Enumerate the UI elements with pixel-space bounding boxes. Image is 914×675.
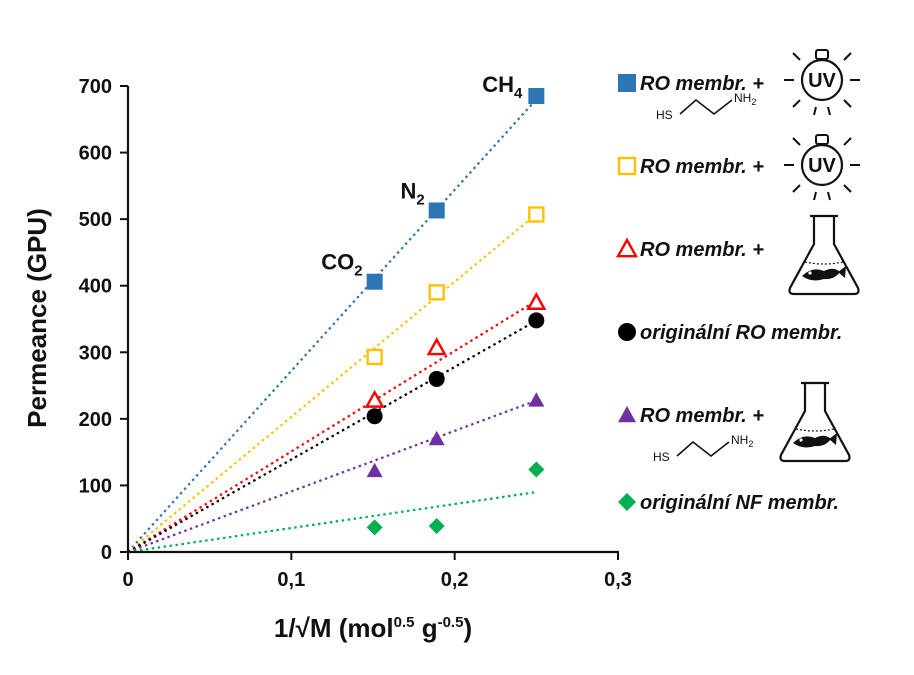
x-axis-title-mid: g <box>414 613 437 643</box>
gas-label-sub: 2 <box>354 263 362 280</box>
x-tick-label: 0,3 <box>604 569 632 591</box>
gas-label: N2 <box>400 178 424 208</box>
legend-marker <box>618 323 636 341</box>
x-tick-label: 0 <box>122 569 133 591</box>
flask-icon <box>788 214 860 296</box>
data-points <box>364 87 547 536</box>
data-point <box>528 87 545 104</box>
nh-main: NH <box>734 91 751 105</box>
legend-item: RO membr. + UV HS NH2 <box>618 48 862 122</box>
legend-marker <box>615 237 639 258</box>
thiol-structure: HS NH2 <box>653 433 753 464</box>
gas-label-main: CO <box>321 250 354 275</box>
gas-label: CH4 <box>482 72 523 102</box>
gas-label: CO2 <box>321 250 362 280</box>
fit-line <box>127 98 538 553</box>
y-tick-label: 300 <box>79 342 112 364</box>
flask-glyph <box>779 381 851 463</box>
fit-line <box>127 490 537 554</box>
data-point <box>366 462 383 478</box>
legend-item: originální NF membr. <box>618 492 839 514</box>
data-point <box>428 518 445 535</box>
x-axis-title-end: ) <box>463 613 472 643</box>
nh-main: NH <box>731 433 748 447</box>
y-tick-label: 600 <box>79 143 112 165</box>
thiol-hs-label: HS <box>656 108 673 122</box>
x-axis-title: 1/√M (mol0.5 g-0.5) <box>274 613 472 643</box>
nh-sub: 2 <box>751 97 756 107</box>
data-point <box>366 408 383 425</box>
data-point <box>364 389 385 408</box>
fit-line <box>127 299 537 553</box>
y-tick-label: 0 <box>101 542 112 564</box>
data-point <box>528 461 545 478</box>
x-axis-title-main: 1/√M (mol <box>274 613 394 643</box>
legend-marker <box>618 493 636 511</box>
legend-marker <box>617 156 637 176</box>
legend-label: RO membr. + <box>640 156 764 178</box>
uv-lamp-label: UV <box>808 70 836 92</box>
data-point <box>366 348 383 366</box>
axes <box>126 86 619 554</box>
thiol-hs-label: HS <box>653 450 670 464</box>
uv-lamp-icon: UV <box>782 133 862 202</box>
flask-icon <box>779 381 851 463</box>
y-tick-label: 400 <box>79 276 112 298</box>
thiol-nh2-label: NH2 <box>731 433 753 449</box>
y-axis-ticks: 0 100 200 300 400 500 600 700 <box>79 76 128 564</box>
legend-label: originální RO membr. <box>640 322 842 344</box>
legend-label: RO membr. + <box>640 73 764 95</box>
data-point <box>426 337 447 356</box>
thiol-bonds <box>679 99 733 115</box>
data-point <box>366 273 383 290</box>
legend-item: RO membr. + UV <box>617 133 862 202</box>
gas-label-sub: 2 <box>416 191 424 208</box>
data-point <box>526 291 547 310</box>
thiol-bonds <box>676 441 730 457</box>
data-point <box>428 430 445 446</box>
legend-marker <box>618 406 636 423</box>
legend-label: originální NF membr. <box>640 492 839 514</box>
fit-line <box>127 213 538 553</box>
flask-glyph <box>788 214 860 296</box>
gas-label-main: CH <box>482 72 514 97</box>
legend-label: RO membr. + <box>640 239 764 261</box>
legend-item: RO membr. + HS NH2 <box>618 381 851 464</box>
fit-lines <box>127 98 538 554</box>
x-axis-title-sup2: -0.5 <box>438 614 464 631</box>
data-point <box>428 202 445 219</box>
gas-label-main: N <box>400 178 416 203</box>
legend-marker <box>618 74 636 92</box>
y-tick-label: 500 <box>79 209 112 231</box>
thiol-nh2-label: NH2 <box>734 91 756 107</box>
x-tick-label: 0,1 <box>277 569 305 591</box>
data-point <box>428 284 445 301</box>
legend-item: RO membr. + <box>615 214 860 296</box>
uv-lamp-label: UV <box>808 155 836 177</box>
data-point <box>528 392 545 407</box>
y-tick-label: 100 <box>79 475 112 497</box>
fit-line <box>127 319 537 553</box>
gas-label-sub: 4 <box>514 85 523 102</box>
data-point <box>366 519 383 536</box>
data-point <box>528 206 545 223</box>
nh-sub: 2 <box>748 439 753 449</box>
thiol-structure: HS NH2 <box>656 91 756 122</box>
uv-lamp-icon: UV <box>782 48 862 117</box>
legend-label: RO membr. + <box>640 405 764 427</box>
fit-line <box>127 399 537 554</box>
x-axis-ticks: 0 0,1 0,2 0,3 <box>122 552 632 591</box>
data-point <box>428 370 445 387</box>
x-tick-label: 0,2 <box>441 569 469 591</box>
y-tick-label: 700 <box>79 76 112 98</box>
legend-item: originální RO membr. <box>618 322 842 344</box>
y-tick-label: 200 <box>79 409 112 431</box>
x-axis-title-sup1: 0.5 <box>394 614 415 631</box>
y-axis-title: Permeance (GPU) <box>22 208 52 428</box>
data-point <box>528 312 545 329</box>
